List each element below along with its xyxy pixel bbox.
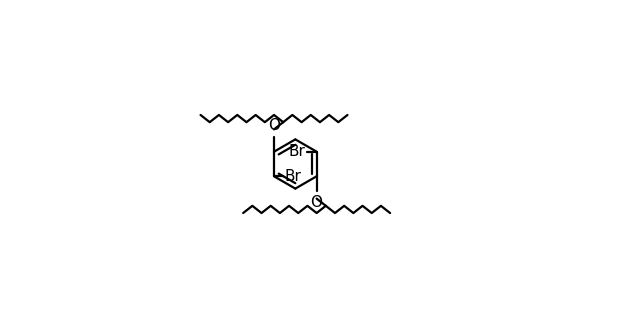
Text: Br: Br xyxy=(289,144,306,159)
Text: O: O xyxy=(268,118,280,133)
Text: O: O xyxy=(311,195,323,210)
Text: Br: Br xyxy=(285,169,302,184)
